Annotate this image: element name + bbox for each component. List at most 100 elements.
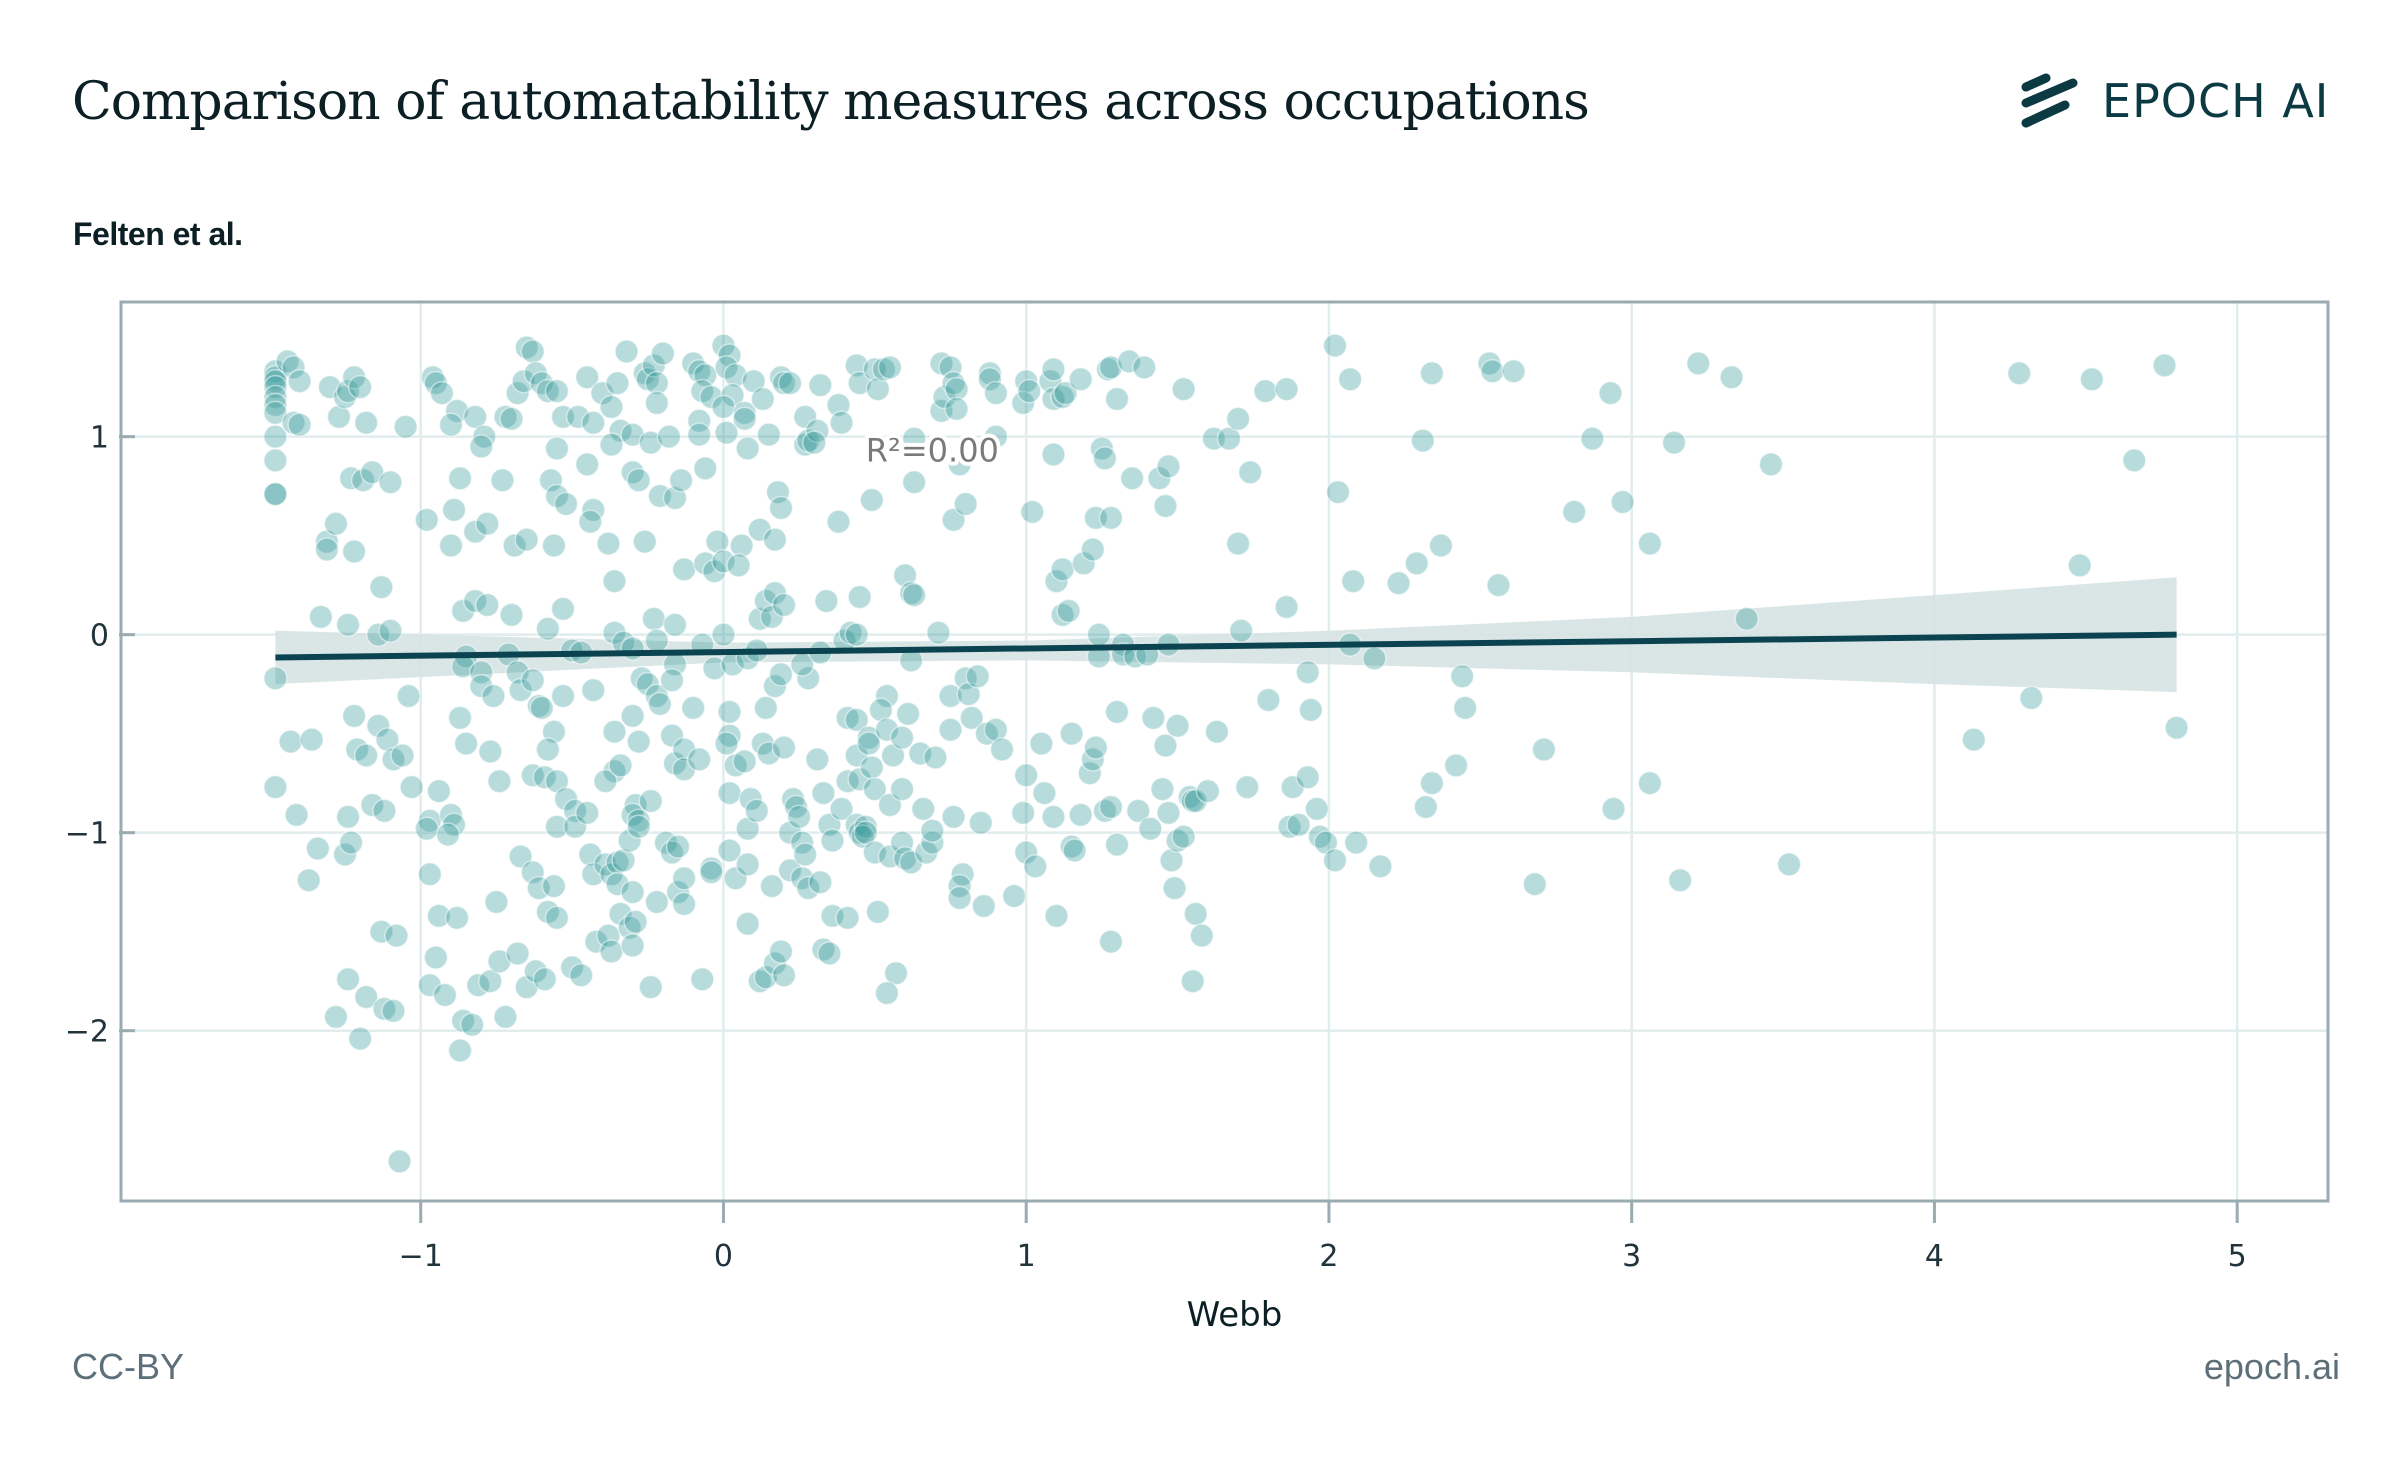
- data-point: [690, 966, 715, 992]
- data-point: [1337, 366, 1363, 392]
- data-point: [378, 469, 403, 495]
- data-point: [605, 370, 630, 396]
- data-point: [620, 703, 645, 729]
- data-point: [1104, 386, 1130, 412]
- data-point: [865, 899, 891, 925]
- data-point: [553, 491, 579, 517]
- data-point: [771, 963, 797, 988]
- data-point: [620, 422, 645, 447]
- data-point: [1044, 568, 1069, 594]
- data-point: [753, 695, 779, 721]
- data-point: [638, 788, 664, 814]
- data-point: [574, 800, 600, 826]
- data-point: [2067, 553, 2093, 578]
- data-point: [1340, 568, 1366, 594]
- data-point: [711, 622, 736, 647]
- data-point: [505, 380, 530, 406]
- data-point: [1225, 406, 1251, 432]
- data-point: [538, 467, 564, 493]
- data-point: [605, 871, 630, 897]
- data-point: [1601, 796, 1626, 822]
- data-point: [853, 820, 878, 845]
- data-point: [441, 497, 467, 523]
- data-point: [983, 424, 1009, 449]
- data-point: [959, 705, 984, 731]
- site-link[interactable]: epoch.ai: [2203, 1346, 2340, 1387]
- data-point: [1116, 349, 1142, 374]
- data-point: [1386, 570, 1411, 596]
- data-point: [426, 903, 452, 929]
- data-point: [811, 780, 836, 806]
- data-point: [1452, 695, 1478, 721]
- data-point: [1153, 733, 1178, 758]
- data-point: [901, 582, 927, 608]
- data-point: [1141, 705, 1166, 731]
- data-point: [472, 424, 497, 449]
- data-point: [1280, 774, 1305, 800]
- data-point: [1274, 376, 1299, 402]
- data-point: [847, 584, 872, 610]
- data-point: [714, 731, 739, 756]
- data-point: [777, 370, 803, 396]
- data-point: [372, 996, 397, 1022]
- epoch-ai-logo[interactable]: EPOCH AI: [2020, 66, 2329, 136]
- data-point: [593, 768, 618, 794]
- data-point: [281, 355, 306, 380]
- data-point: [1322, 333, 1348, 358]
- data-point: [381, 998, 406, 1024]
- data-point: [971, 893, 997, 919]
- y-axis-ticks: 1 0 −1 −2: [65, 421, 135, 1050]
- data-point: [1001, 883, 1027, 909]
- data-point: [417, 972, 443, 998]
- data-point: [714, 420, 739, 445]
- data-point: [1343, 830, 1369, 855]
- data-point: [550, 596, 576, 622]
- data-point: [590, 380, 615, 406]
- data-point: [353, 984, 379, 1010]
- data-point: [844, 622, 869, 647]
- data-point: [1237, 460, 1263, 485]
- data-point: [805, 747, 830, 772]
- data-point: [308, 604, 334, 630]
- data-point: [335, 966, 361, 992]
- data-point: [469, 434, 494, 459]
- data-point: [620, 933, 645, 958]
- data-point: [859, 755, 885, 780]
- data-point: [1159, 848, 1184, 873]
- data-point: [977, 361, 1003, 386]
- data-point: [278, 729, 303, 754]
- data-point: [435, 822, 461, 847]
- data-point: [759, 873, 785, 899]
- data-point: [1153, 493, 1178, 519]
- data-point: [568, 963, 594, 988]
- data-point: [950, 862, 975, 887]
- data-point: [299, 727, 324, 752]
- data-point: [944, 376, 969, 402]
- data-point: [968, 810, 994, 836]
- data-point: [1325, 479, 1351, 505]
- data-point: [1050, 384, 1075, 410]
- data-point: [1253, 378, 1278, 404]
- data-point: [1119, 465, 1145, 491]
- data-point: [889, 830, 915, 855]
- data-point: [623, 909, 648, 935]
- x-tick-label: 2: [1319, 1239, 1338, 1274]
- data-point: [626, 467, 651, 493]
- data-point: [314, 537, 340, 562]
- data-point: [650, 341, 676, 366]
- data-point: [1053, 380, 1078, 406]
- regression-layer: [275, 631, 2177, 661]
- data-point: [438, 533, 464, 558]
- data-point: [923, 745, 948, 770]
- data-point: [717, 838, 742, 863]
- data-point: [1162, 875, 1187, 901]
- data-point: [2079, 366, 2105, 392]
- data-point: [1419, 361, 1445, 386]
- data-point: [263, 448, 288, 473]
- data-point: [1104, 832, 1130, 857]
- data-point: [1449, 664, 1475, 689]
- data-point: [347, 374, 373, 400]
- data-point: [808, 869, 833, 895]
- data-point: [1041, 804, 1066, 830]
- r-squared-annotation: R²=0.00: [866, 432, 999, 470]
